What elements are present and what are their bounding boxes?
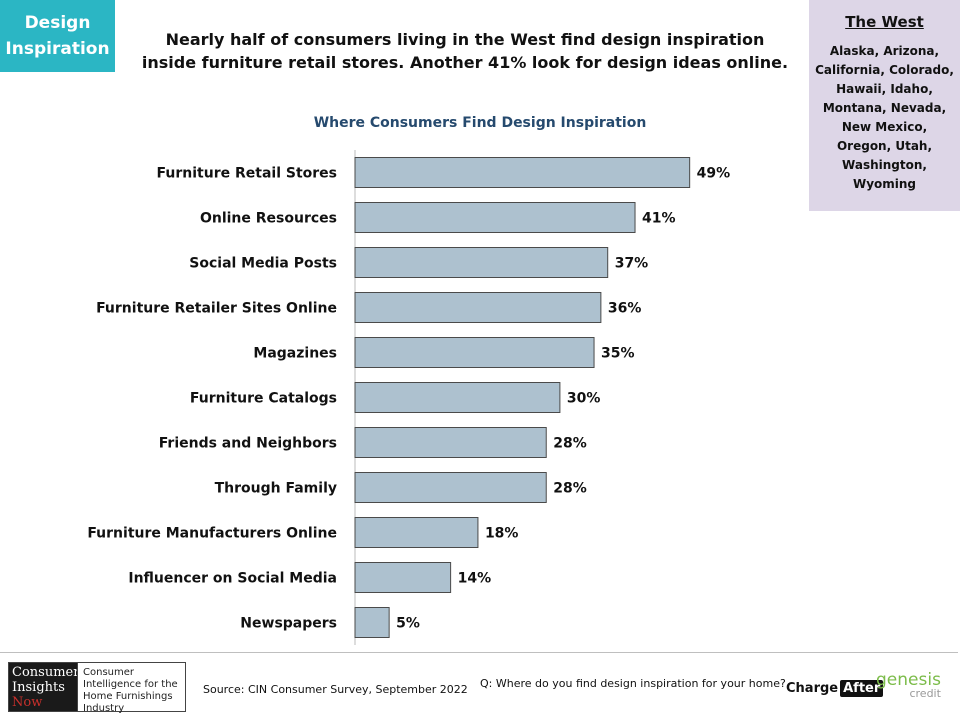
bar [354,157,691,188]
region-title: The West [845,13,924,31]
chargeafter-after: After [840,680,884,697]
headline: Nearly half of consumers living in the W… [135,28,795,74]
category-label: Newspapers [240,616,337,632]
bar [354,247,609,278]
cin-logo: Consumer Insights Now Consumer Intellige… [8,662,186,714]
value-label: 5% [396,616,420,632]
bar [354,562,452,593]
category-label: Friends and Neighbors [159,436,337,452]
category-label: Magazines [253,346,337,362]
category-label: Influencer on Social Media [128,571,337,587]
logo-word-1: Consumer [12,665,80,680]
logo-word-2: Insights [12,680,65,695]
chargeafter-charge: Charge [786,681,839,696]
bar [354,337,595,368]
bar [354,607,390,638]
chart-title: Where Consumers Find Design Inspiration [313,115,647,131]
category-label: Furniture Retail Stores [157,166,337,182]
bar-chart: Furniture Retail Stores 49% Online Resourc… [87,150,731,645]
badge-line2: Inspiration [5,39,110,59]
survey-question: Q: Where do you find design inspiration … [480,677,786,690]
value-label: 49% [697,166,731,182]
value-label: 18% [485,526,519,542]
bar [354,517,479,548]
bar [354,292,602,323]
genesis-logo: genesis credit [876,672,941,700]
section-badge: Design Inspiration [0,0,115,72]
value-label: 41% [642,211,676,227]
genesis-credit: credit [909,687,941,700]
category-label: Through Family [215,481,337,497]
category-label: Social Media Posts [189,256,337,272]
bar [354,427,547,458]
source-note: Source: CIN Consumer Survey, September 2… [203,683,468,696]
badge-line1: Design [24,13,91,33]
logo-wordmark: Consumer Insights Now [9,663,80,711]
chargeafter-logo: Charge After [786,680,884,697]
logo-word-3: Now [12,695,43,710]
value-label: 37% [615,256,649,272]
value-label: 35% [601,346,635,362]
category-label: Furniture Retailer Sites Online [96,301,337,317]
category-label: Furniture Manufacturers Online [87,526,337,542]
region-states: Alaska, Arizona, California, Colorado, H… [815,44,954,191]
headline-line2: inside furniture retail stores. Another … [141,53,789,72]
bar [354,382,561,413]
value-label: 28% [553,436,587,452]
bar [354,202,636,233]
region-box: The West Alaska, Arizona, California, Co… [809,0,960,211]
value-label: 36% [608,301,642,317]
value-label: 14% [458,571,492,587]
logo-tagline: Consumer Intelligence for the Home Furni… [77,663,185,714]
category-label: Online Resources [200,211,337,227]
category-label: Furniture Catalogs [190,391,337,407]
footer-divider [0,652,958,653]
value-label: 28% [553,481,587,497]
bar [354,472,547,503]
value-label: 30% [567,391,601,407]
headline-line1: Nearly half of consumers living in the W… [165,30,765,49]
genesis-name: genesis [876,670,941,690]
